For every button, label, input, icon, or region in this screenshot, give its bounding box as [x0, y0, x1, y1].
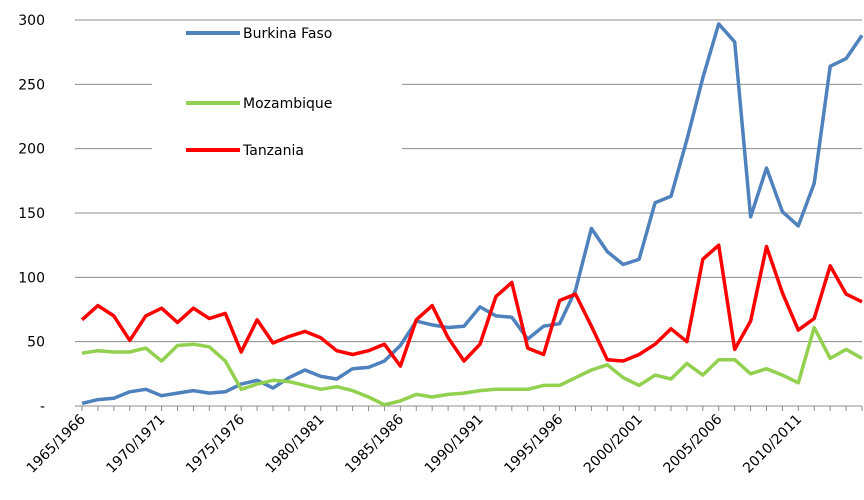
x-tick-label: 1990/1991 [422, 412, 487, 477]
x-tick-label: 1980/1981 [263, 412, 328, 477]
x-tick-label: 2000/2001 [581, 412, 646, 477]
x-tick-label: 1985/1986 [342, 411, 407, 476]
y-tick-label: 150 [18, 206, 45, 222]
x-tick-label: 2010/2011 [740, 412, 805, 477]
x-tick-label: 2005/2006 [661, 411, 726, 476]
y-tick-label: 50 [27, 335, 45, 351]
line-series [80, 243, 863, 368]
y-tick-label: - [40, 399, 45, 415]
y-tick-label: 200 [18, 142, 45, 158]
x-tick-label: 1995/1996 [501, 411, 566, 476]
x-tick-label: 1975/1976 [183, 411, 248, 476]
line-series [81, 22, 864, 406]
line-series [81, 325, 863, 407]
legend-label: Mozambique [243, 96, 332, 112]
y-tick-label: 250 [18, 77, 45, 93]
x-tick-label: 1970/1971 [103, 412, 168, 477]
legend-label: Tanzania [242, 143, 304, 159]
legend-label: Burkina Faso [243, 26, 332, 42]
y-tick-label: 100 [18, 270, 45, 286]
x-tick-label: 1965/1966 [24, 411, 89, 476]
y-tick-label: 300 [18, 13, 45, 29]
